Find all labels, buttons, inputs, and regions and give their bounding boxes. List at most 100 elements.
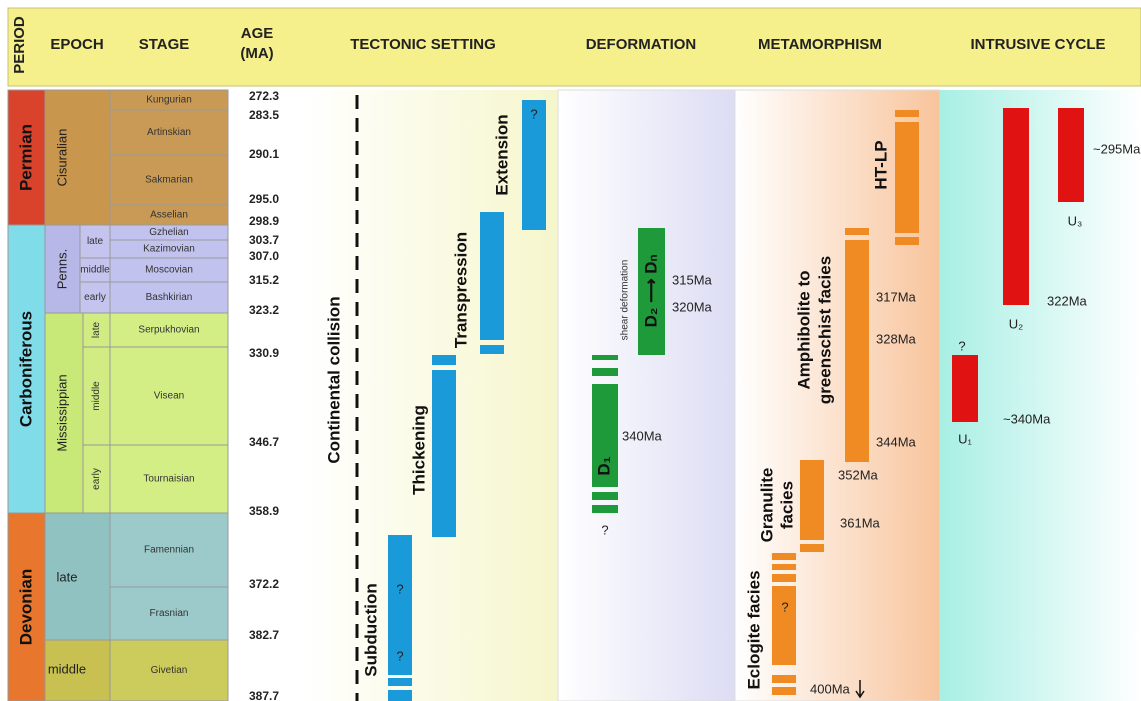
stage-label: Famennian <box>144 545 194 556</box>
age-note: 315Ma <box>672 272 713 287</box>
deformation-bar <box>592 505 618 513</box>
stage-label: Givetian <box>151 665 188 676</box>
age-label: 303.7 <box>249 233 279 247</box>
deformation-bar <box>592 384 618 487</box>
tectonic-phase-label: Subduction <box>361 583 380 676</box>
stage-label: Sakmarian <box>145 175 193 186</box>
tectonic-bar <box>432 370 456 537</box>
metamorphism-label: greenschist facies <box>815 256 834 404</box>
header-band <box>7 7 1141 87</box>
header-label: EPOCH <box>50 36 103 53</box>
intrusion-bar <box>952 355 978 422</box>
stage-label: Serpukhovian <box>138 325 199 336</box>
metamorphism-bar <box>772 574 796 582</box>
header-label: TECTONIC SETTING <box>350 36 496 53</box>
age-note: ~295Ma <box>1093 141 1141 156</box>
header-label: DEFORMATION <box>586 36 697 53</box>
deformation-label: D₁ <box>594 456 613 475</box>
epoch-label: middle <box>48 661 86 676</box>
subepoch-label: late <box>91 322 102 339</box>
epoch-cell <box>44 312 84 514</box>
stage-cell <box>109 257 229 283</box>
metamorphism-label: Eclogite facies <box>744 570 763 689</box>
intrusion-bar <box>1058 108 1084 202</box>
age-label: 372.2 <box>249 577 279 591</box>
subepoch-cell <box>79 257 111 283</box>
down-arrow <box>855 680 865 699</box>
age-label: 387.7 <box>249 689 279 701</box>
deformation-bar <box>592 368 618 376</box>
stage-label: Artinskian <box>147 127 191 138</box>
age-label: 283.5 <box>249 108 279 122</box>
query-note: ? <box>396 581 403 596</box>
age-label: 315.2 <box>249 273 279 287</box>
intrusion-label: U₁ <box>958 431 972 446</box>
tectonic-bar <box>432 355 456 365</box>
age-label: 358.9 <box>249 504 279 518</box>
deformation-label: D₂ ⟶ Dₙ <box>641 254 660 327</box>
age-label: 330.9 <box>249 346 279 360</box>
subepoch-label: late <box>87 236 104 247</box>
stage-label: Bashkirian <box>146 292 193 303</box>
deformation-bar <box>592 355 618 360</box>
deformation-panel <box>557 89 736 701</box>
stage-label: Moscovian <box>145 265 193 276</box>
period-label: Devonian <box>16 569 35 646</box>
age-note: ~340Ma <box>1003 411 1051 426</box>
intrusion-label: U₂ <box>1009 316 1023 331</box>
age-label: 298.9 <box>249 214 279 228</box>
age-note: 352Ma <box>838 467 879 482</box>
stage-cell <box>109 281 229 314</box>
metamorphism-label: HT-LP <box>871 140 890 189</box>
subepoch-label: early <box>91 468 102 490</box>
tectonic-phase-label: Extension <box>492 114 511 195</box>
tectonic-phase-label: Thickening <box>409 405 428 495</box>
metamorphism-bar <box>772 586 796 665</box>
age-label: 382.7 <box>249 628 279 642</box>
tectonic-bar <box>522 100 546 230</box>
age-note: 340Ma <box>622 428 663 443</box>
age-label: 323.2 <box>249 303 279 317</box>
age-label: 346.7 <box>249 435 279 449</box>
metamorphism-bar <box>772 687 796 695</box>
query-note: ? <box>958 338 965 353</box>
deformation-bar <box>638 228 665 355</box>
metamorphism-bar <box>895 110 919 117</box>
deformation-bar <box>592 492 618 500</box>
subepoch-cell <box>79 224 111 259</box>
collision-label: Continental collision <box>324 296 343 463</box>
metamorphism-label: Amphibolite to <box>794 271 813 390</box>
query-note: ? <box>781 599 788 614</box>
query-note: ? <box>396 648 403 663</box>
header-label: AGE <box>241 25 274 42</box>
age-label: 272.3 <box>249 89 279 103</box>
stage-cell <box>109 512 229 588</box>
header-label: METAMORPHISM <box>758 36 882 53</box>
stage-cell <box>109 154 229 206</box>
period-label: Permian <box>16 124 35 191</box>
tectonic-bar <box>388 535 412 675</box>
stage-cell <box>109 346 229 446</box>
age-note: 361Ma <box>840 515 881 530</box>
age-note: 328Ma <box>876 331 917 346</box>
epoch-label: late <box>57 569 78 584</box>
deformation-caption: shear deformation <box>620 260 631 341</box>
metamorphism-bar <box>845 240 869 462</box>
stage-cell <box>109 586 229 641</box>
stage-label: Visean <box>154 391 184 402</box>
metamorphism-bar <box>800 544 824 552</box>
metamorphism-bar <box>845 228 869 235</box>
metamorphism-label: Granulite <box>757 468 776 543</box>
period-cell <box>7 512 46 701</box>
subepoch-label: middle <box>91 381 102 411</box>
epoch-label: Cisuralian <box>54 129 69 187</box>
header-label: PERIOD <box>11 16 28 74</box>
subepoch-label: early <box>84 292 106 303</box>
stage-label: Frasnian <box>150 608 189 619</box>
tectonic-panel <box>303 90 558 701</box>
header-label: (MA) <box>240 45 273 62</box>
stage-label: Asselian <box>150 210 188 221</box>
subepoch-label: middle <box>80 265 110 276</box>
metamorphism-bar <box>772 553 796 560</box>
